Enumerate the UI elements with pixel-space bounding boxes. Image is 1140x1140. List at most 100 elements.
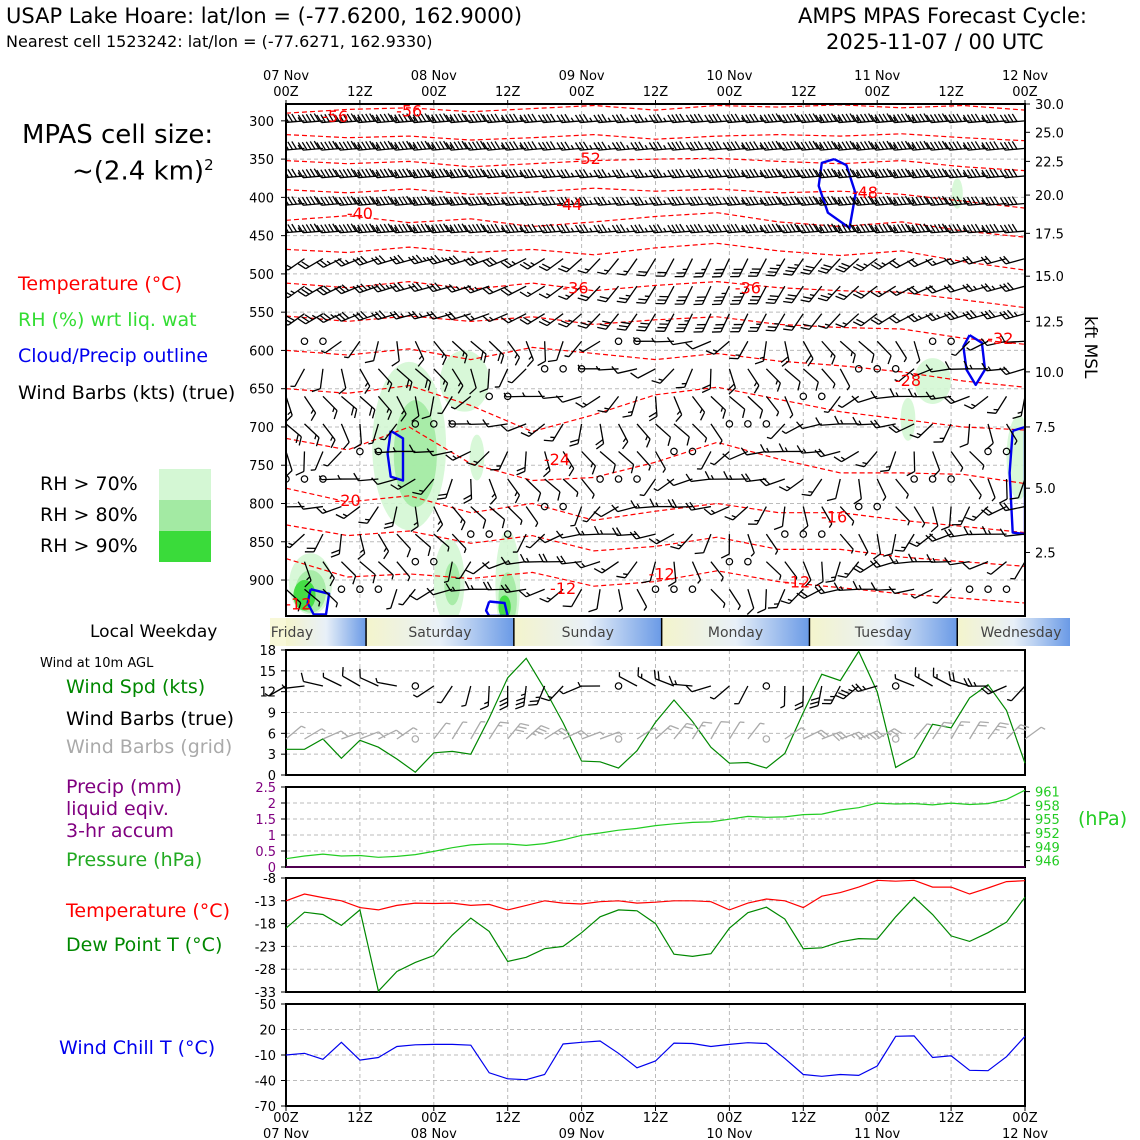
xs-wind-barb [519, 223, 545, 234]
xs-wind-barb [944, 223, 970, 234]
xs-wind-barb [315, 258, 342, 268]
temperature-contour-label: -48 [852, 183, 878, 202]
xs-wind-barb [839, 368, 851, 391]
xs-wind-barb [649, 498, 674, 508]
xs-wind-barb [783, 285, 804, 304]
temperature-contour [286, 133, 1025, 142]
xs-wind-barb [688, 585, 697, 594]
xs-wind-barb [595, 365, 619, 371]
xs-wind-barb [778, 478, 804, 492]
xs-wind-barb [335, 506, 361, 520]
rh-region-1 [469, 434, 485, 481]
panel-frame [285, 649, 1026, 776]
wind-barb-grid [762, 735, 771, 743]
xs-wind-barb [593, 224, 619, 234]
xs-wind-barb [630, 169, 656, 179]
xs-wind-barb [907, 113, 933, 124]
xs-pressure-tick-label: 800 [249, 497, 274, 512]
xs-wind-barb [981, 168, 1007, 179]
xs-wind-barb [286, 285, 305, 299]
xs-wind-barb [611, 366, 638, 374]
xs-wind-barb [998, 478, 1008, 504]
xs-wind-barb [390, 195, 416, 206]
xs-wind-barb [577, 313, 601, 329]
xs-wind-barb [315, 285, 342, 296]
xs-wind-barb [297, 223, 324, 234]
wind-barb-true [780, 685, 786, 709]
xs-wind-barb [503, 392, 527, 398]
wind-barb-grid [322, 730, 349, 740]
xs-wind-barb [685, 168, 711, 179]
xs-wind-barb [815, 140, 841, 151]
xs-wind-barb [704, 223, 730, 234]
xs-wind-barb [759, 477, 786, 487]
xs-wind-barb [340, 561, 357, 585]
xs-wind-barb [482, 313, 508, 323]
xs-wind-barb [696, 451, 712, 470]
xs-wind-barb [390, 140, 416, 151]
xs-wind-barb [693, 313, 712, 333]
xs-wind-barb [673, 423, 690, 446]
xs-wind-barb [888, 113, 915, 124]
xs-wind-barb [488, 340, 505, 364]
xs-wind-barb [1009, 478, 1025, 500]
panel-right-tick-label: 952 [1035, 827, 1060, 842]
xs-wind-barb [925, 113, 952, 124]
temperature-contour [286, 212, 1025, 238]
xs-wind-barb [759, 113, 785, 124]
bottom-date-label: 10 Nov [706, 1127, 752, 1140]
xs-wind-barb [941, 506, 952, 531]
xs-wind-barb [814, 448, 841, 458]
xs-wind-barb [727, 368, 737, 395]
xs-wind-barb [445, 223, 471, 234]
xs-wind-barb [547, 341, 564, 363]
xs-wind-barb [888, 423, 915, 434]
xs-wind-barb [297, 168, 324, 179]
xs-wind-barb [670, 447, 678, 456]
wind-barb-true [734, 685, 749, 705]
xs-wind-barb [356, 585, 364, 594]
xs-wind-barb [741, 168, 767, 179]
xs-wind-barb [888, 195, 915, 206]
wind-barb-true [614, 682, 623, 690]
xs-wind-barb [371, 168, 398, 179]
xs-top-date-label: 10 Nov [706, 69, 752, 84]
wind-barb-true [709, 685, 730, 700]
wind-barbs-true-label: Wind Barbs (true) [66, 708, 235, 730]
xs-wind-barb [389, 282, 416, 293]
xs-wind-barb [834, 415, 859, 425]
xs-wind-barb [322, 561, 335, 587]
xs-wind-barb [617, 423, 629, 450]
xs-wind-barb [728, 588, 741, 611]
xs-top-hour-label: 12Z [495, 85, 521, 100]
xs-wind-barb [377, 561, 394, 580]
xs-wind-barb [748, 313, 767, 333]
xs-wind-barb [537, 196, 564, 206]
xs-wind-barb [451, 340, 468, 364]
xs-wind-barb [558, 258, 583, 273]
xs-wind-barb [485, 392, 494, 401]
xs-wind-barb [691, 395, 706, 421]
xs-wind-barb [855, 451, 878, 468]
bottom-date-label: 08 Nov [411, 1127, 457, 1140]
xs-wind-barb [870, 582, 896, 591]
xs-wind-barb [356, 447, 364, 456]
xs-wind-barb [286, 175, 287, 179]
xs-wind-barb [907, 195, 933, 206]
xs-height-tick-label: 20.0 [1035, 189, 1064, 204]
xs-wind-barb [358, 506, 379, 524]
temperature-contour-label: -20 [335, 491, 361, 510]
xs-wind-barb [426, 282, 453, 293]
xs-wind-barb [907, 168, 933, 179]
xs-wind-barb [821, 506, 833, 528]
xs-wind-barb [636, 258, 657, 277]
xs-wind-barb [334, 257, 361, 267]
wind-barb-true [980, 685, 1007, 695]
xs-wind-barb [815, 168, 841, 179]
xs-wind-barb [925, 285, 952, 294]
temperature-contour-label: -32 [987, 329, 1013, 348]
wind-barb-true [499, 685, 509, 711]
xs-wind-barb [655, 258, 675, 277]
xs-wind-barb [959, 423, 971, 448]
xs-wind-barb [710, 561, 724, 582]
